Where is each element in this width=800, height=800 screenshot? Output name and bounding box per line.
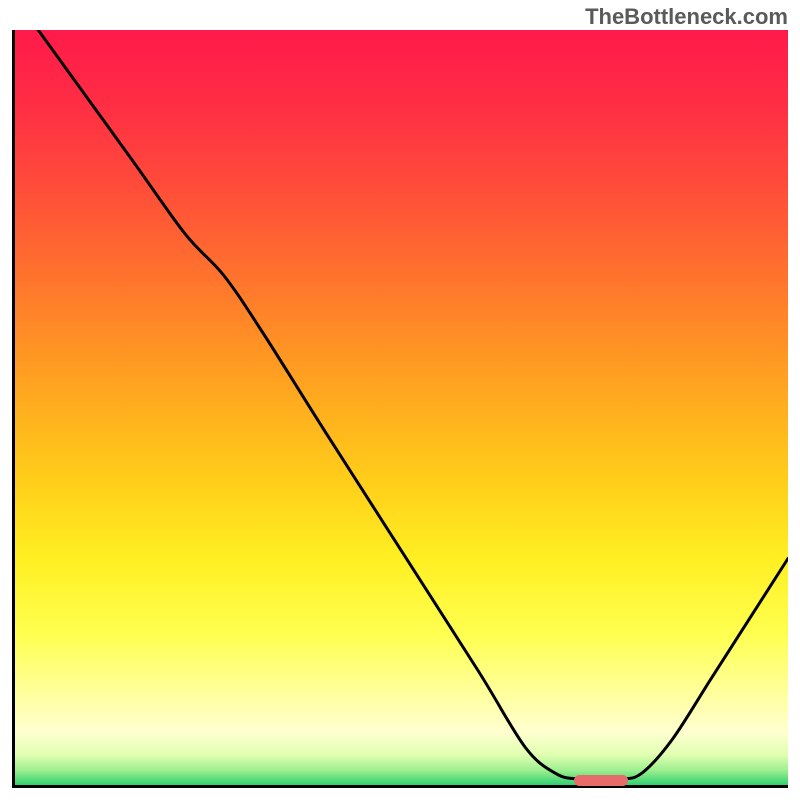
watermark-text: TheBottleneck.com: [585, 4, 788, 30]
optimal-range-marker: [574, 775, 628, 786]
chart-curve: [15, 30, 788, 785]
chart-plot-area: [12, 30, 788, 788]
